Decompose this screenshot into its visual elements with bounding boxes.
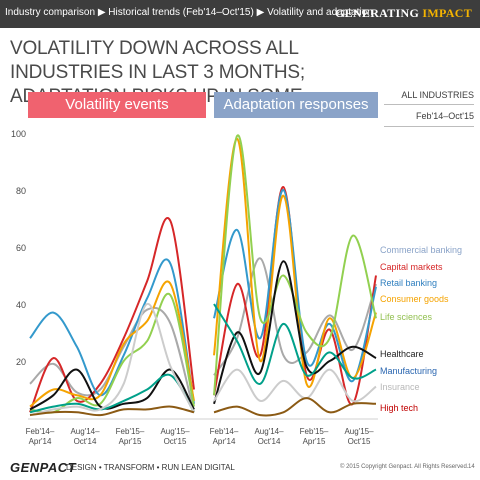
x-tick-label: Feb'15– Apr'15 (300, 427, 329, 446)
top-bar: Industry comparison ▶ Historical trends … (0, 0, 480, 28)
y-tick-label: 60 (16, 243, 26, 253)
y-tick-label: 80 (16, 186, 26, 196)
footer: GENPACT DESIGN • TRANSFORM • RUN LEAN DI… (0, 453, 480, 480)
industry-filter[interactable]: ALL INDUSTRIES (401, 90, 474, 100)
series-line-high-tech (29, 405, 195, 417)
series-line-life-sciences (29, 292, 195, 414)
legend-label-commercial-banking: Commercial banking (380, 245, 462, 255)
series-line-commercial-banking (29, 306, 195, 413)
adaptation-panel-header: Adaptation responses (214, 92, 378, 118)
series-line-high-tech (213, 397, 377, 417)
legend-label-retail-banking: Retail banking (380, 278, 437, 288)
series-line-capital-markets (213, 186, 377, 406)
series-line-commercial-banking (213, 257, 377, 376)
brand-logo: GENERATING IMPACT (334, 6, 472, 20)
x-tick-label: Feb'15– Apr'15 (116, 427, 145, 446)
y-tick-label: 40 (16, 300, 26, 310)
x-tick-label: Aug'14– Oct'14 (254, 427, 284, 446)
series-line-healthcare (29, 368, 195, 411)
copyright-text: © 2015 Copyright Genpact. All Rights Res… (340, 464, 469, 470)
series-line-retail-banking (29, 258, 195, 404)
x-tick-label: Feb'14– Apr'14 (26, 427, 55, 446)
series-line-consumer-goods (29, 280, 195, 408)
x-tick-label: Aug'14– Oct'14 (70, 427, 100, 446)
series-line-insurance (29, 302, 195, 417)
x-tick-label: Feb'14– Apr'14 (210, 427, 239, 446)
filter-divider (384, 126, 474, 127)
series-line-capital-markets (29, 217, 195, 413)
legend-label-manufacturing: Manufacturing (380, 366, 437, 376)
period-filter[interactable]: Feb'14–Oct'15 (416, 111, 474, 121)
breadcrumb[interactable]: Industry comparison ▶ Historical trends … (5, 7, 373, 18)
legend-label-capital-markets: Capital markets (380, 262, 443, 272)
series-line-healthcare (213, 260, 377, 405)
legend-label-insurance: Insurance (380, 382, 420, 392)
filter-divider (384, 104, 474, 105)
legend-label-consumer-goods: Consumer goods (380, 294, 449, 304)
y-tick-label: 100 (11, 129, 26, 139)
page-number: 14 (468, 464, 475, 470)
legend-label-healthcare: Healthcare (380, 349, 424, 359)
legend-label-high-tech: High tech (380, 403, 418, 413)
genpact-logo: GENPACT (10, 460, 77, 475)
legend-label-life-sciences: Life sciences (380, 312, 433, 322)
series-line-life-sciences (213, 134, 377, 396)
footer-tagline: DESIGN • TRANSFORM • RUN LEAN DIGITAL (66, 463, 235, 472)
x-tick-label: Aug'15– Oct'15 (160, 427, 190, 446)
series-line-manufacturing (29, 373, 195, 414)
x-tick-label: Aug'15– Oct'15 (344, 427, 374, 446)
series-line-insurance (213, 368, 377, 403)
volatility-panel-header: Volatility events (28, 92, 206, 118)
y-tick-label: 20 (16, 357, 26, 367)
series-line-manufacturing (213, 303, 377, 385)
